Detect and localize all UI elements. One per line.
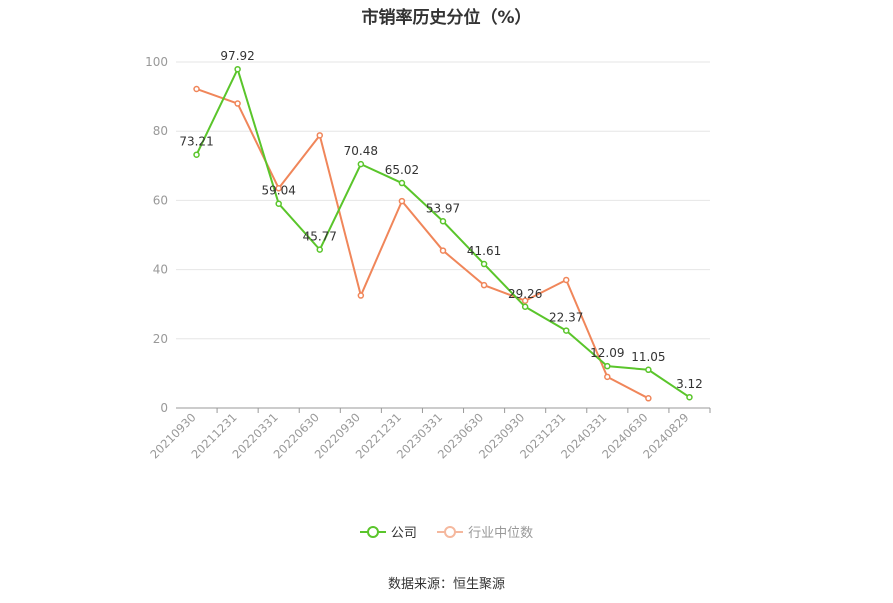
data-label: 97.92 xyxy=(220,49,254,63)
data-label: 45.77 xyxy=(303,230,337,244)
data-label: 12.09 xyxy=(590,346,624,360)
data-point-company xyxy=(316,246,324,253)
data-point-company xyxy=(604,362,611,370)
data-label: 22.37 xyxy=(549,311,583,325)
chart-title: 市销率历史分位（%） xyxy=(361,8,532,28)
data-point-industry xyxy=(316,132,324,139)
data-point-company xyxy=(398,179,406,187)
data-source: 数据来源：恒生聚源 xyxy=(387,577,505,592)
data-point-company xyxy=(357,160,365,168)
y-tick-label: 40 xyxy=(153,263,168,277)
legend-label: 公司 xyxy=(390,526,417,541)
data-label: 73.21 xyxy=(179,135,213,149)
data-point-company xyxy=(193,151,200,158)
legend-label: 行业中位数 xyxy=(468,526,534,541)
circle-line-icon xyxy=(359,525,386,538)
data-point-company xyxy=(480,260,488,268)
data-label: 59.04 xyxy=(262,184,296,198)
data-point-company xyxy=(562,327,570,334)
data-point-company xyxy=(686,393,693,401)
y-tick-label: 100 xyxy=(145,55,168,69)
data-point-industry xyxy=(604,373,611,381)
data-point-industry xyxy=(562,276,570,284)
data-point-company xyxy=(275,200,282,207)
data-point-industry xyxy=(357,292,365,299)
data-point-company xyxy=(439,218,447,225)
data-point-industry xyxy=(439,247,447,254)
legend-item-industry[interactable]: 行业中位数 xyxy=(437,522,533,541)
y-tick-label: 0 xyxy=(160,401,168,415)
data-label: 53.97 xyxy=(426,201,460,215)
y-tick-label: 20 xyxy=(153,332,168,346)
data-label: 41.61 xyxy=(467,244,501,258)
data-label: 29.26 xyxy=(508,287,542,301)
data-point-company xyxy=(645,366,652,374)
data-point-company xyxy=(521,303,529,311)
data-point-industry xyxy=(480,281,488,289)
data-label: 70.48 xyxy=(344,144,378,158)
legend: 公司 行业中位数 xyxy=(0,522,893,543)
data-point-industry xyxy=(645,395,652,402)
data-label: 3.12 xyxy=(676,377,703,391)
y-tick-label: 80 xyxy=(153,124,168,138)
series-line-industry xyxy=(196,88,649,400)
data-point-industry xyxy=(398,197,406,205)
circle-line-icon xyxy=(437,525,464,538)
data-point-industry xyxy=(275,185,282,192)
data-label: 65.02 xyxy=(385,163,419,177)
data-point-company xyxy=(234,65,241,73)
legend-item-company[interactable]: 公司 xyxy=(359,522,417,541)
data-point-industry xyxy=(234,100,241,107)
data-point-industry xyxy=(521,297,529,304)
y-tick-label: 60 xyxy=(153,193,168,207)
data-point-industry xyxy=(193,85,200,93)
data-label: 11.05 xyxy=(631,350,665,364)
